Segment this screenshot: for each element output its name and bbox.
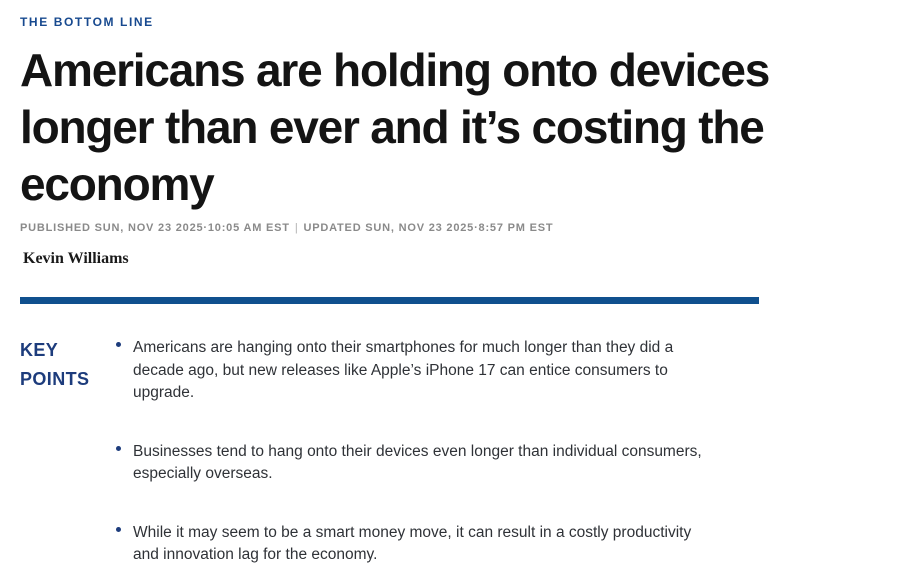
byline-separator: | xyxy=(294,222,299,234)
byline-timestamps: PUBLISHED SUN, NOV 23 2025·10:05 AM EST |… xyxy=(20,222,912,234)
bullet-dot xyxy=(116,342,121,347)
updated-timestamp: UPDATED SUN, NOV 23 2025·8:57 PM EST xyxy=(303,222,554,234)
author-row: Kevin Williams xyxy=(20,234,912,268)
key-point-item: Americans are hanging onto their smartph… xyxy=(116,337,711,405)
published-timestamp: PUBLISHED SUN, NOV 23 2025·10:05 AM EST xyxy=(20,222,290,234)
headline-line-1: Americans are holding onto devices xyxy=(20,44,770,96)
key-points-label: KEY POINTS xyxy=(20,340,90,389)
headline-line-3: economy xyxy=(20,158,215,210)
bullet-dot xyxy=(116,445,121,451)
key-points-section: KEY POINTS Americans are hanging onto th… xyxy=(20,336,912,567)
key-point-item: While it may seem to be a smart money mo… xyxy=(116,522,711,567)
key-points-list: Americans are hanging onto their smartph… xyxy=(116,336,711,567)
bullet-dot xyxy=(116,526,121,532)
section-divider xyxy=(20,297,759,304)
key-point-text: Businesses tend to hang onto their devic… xyxy=(133,442,702,483)
section-eyebrow-link[interactable]: THE BOTTOM LINE xyxy=(20,15,154,29)
key-point-text: While it may seem to be a smart money mo… xyxy=(133,523,692,564)
headline-line-2: longer than ever and it’s costing the xyxy=(20,101,765,153)
key-point-item: Businesses tend to hang onto their devic… xyxy=(116,441,711,486)
article-headline: Americans are holding onto devices longe… xyxy=(20,42,912,213)
author-link[interactable]: Kevin Williams xyxy=(23,250,129,267)
key-point-text: Americans are hanging onto their smartph… xyxy=(133,339,674,401)
